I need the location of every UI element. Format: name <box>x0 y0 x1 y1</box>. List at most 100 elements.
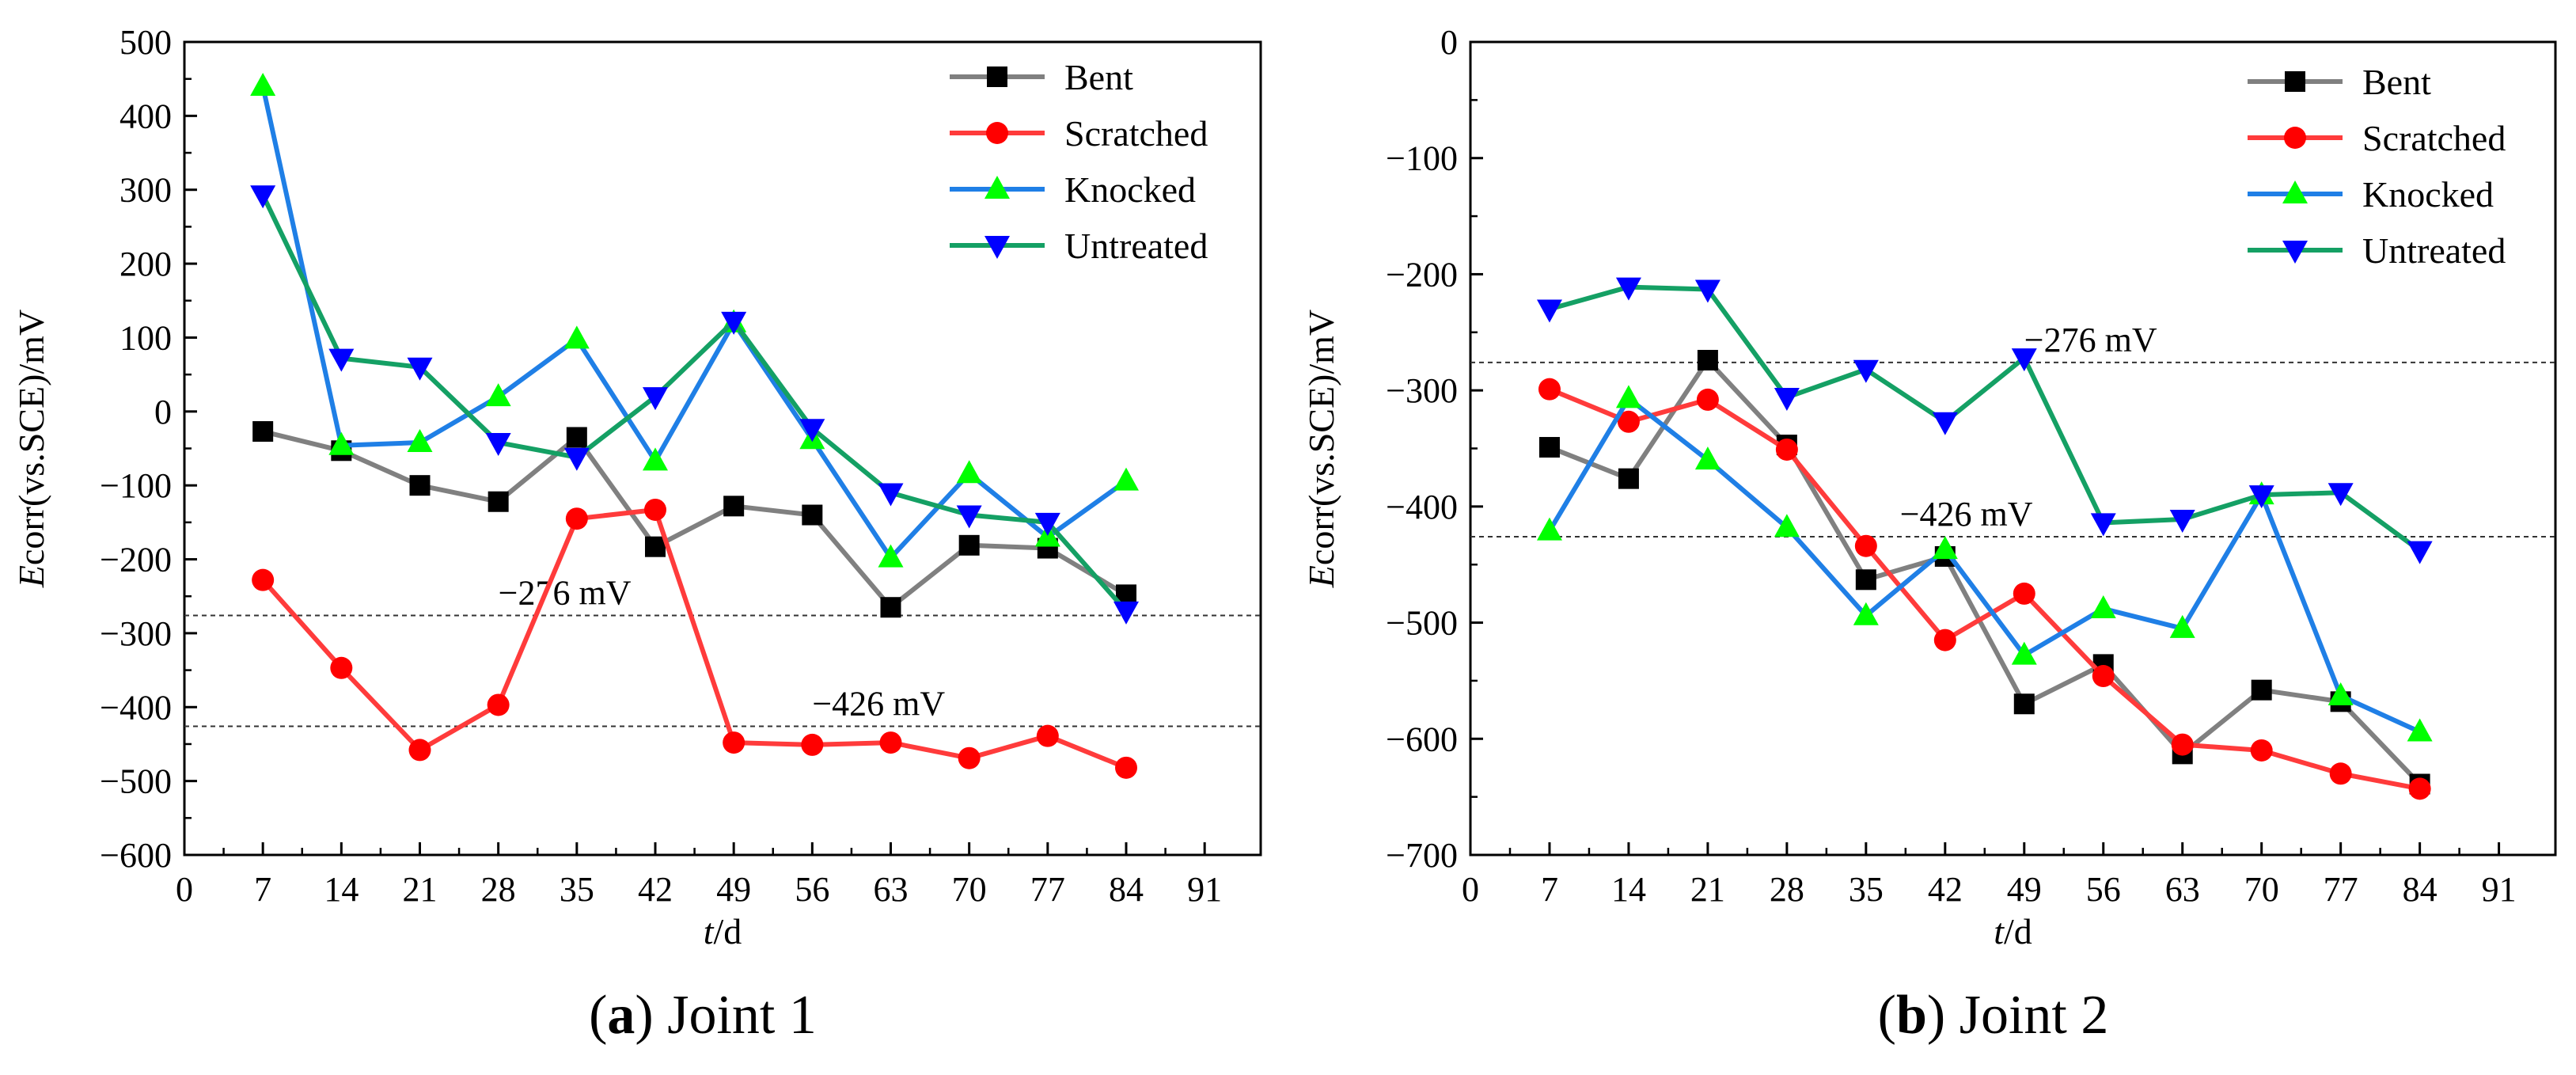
data-point <box>1853 359 1879 383</box>
y-tick-label: −700 <box>1386 836 1458 875</box>
x-tick-label: 21 <box>403 870 438 909</box>
caption-text: Joint 1 <box>667 985 817 1046</box>
data-point <box>2329 762 2352 785</box>
data-point <box>1538 437 1560 458</box>
reference-line-label: −426 mV <box>1900 495 2033 534</box>
data-point <box>1855 569 1876 591</box>
legend-item-scratched: Scratched <box>2248 118 2506 158</box>
data-point <box>1774 514 1800 538</box>
series-scratched <box>252 498 1137 779</box>
data-point <box>1853 602 1879 625</box>
y-tick-label: −600 <box>100 836 172 875</box>
data-point <box>563 325 590 349</box>
x-axis-title: t/d <box>1994 911 2032 952</box>
legend-item-untreated: Untreated <box>2248 230 2506 271</box>
series-scratched <box>1538 378 2431 800</box>
panel-caption: (b) Joint 2 <box>1878 985 2109 1046</box>
x-tick-label: 77 <box>1030 870 1065 909</box>
data-point <box>2250 739 2273 762</box>
x-tick-label: 0 <box>1462 870 1479 909</box>
legend-item-knocked: Knocked <box>950 169 1196 210</box>
data-point <box>643 387 668 411</box>
series-line <box>260 193 1129 613</box>
x-tick-label: 56 <box>2086 870 2121 909</box>
y-tick-label: −400 <box>100 688 172 727</box>
x-axis-title-rest: /d <box>714 911 742 952</box>
series-line <box>262 429 1128 610</box>
chart-panel-b: 0 7 14 21 28 35 42 49 56 63 70 77 84 91 −700 −600 −500 −4… <box>1301 23 2557 1046</box>
x-tick-label: 70 <box>2244 870 2279 909</box>
data-point <box>958 746 981 769</box>
data-point <box>1617 410 1640 433</box>
caption-text: Joint 2 <box>1960 985 2109 1046</box>
legend-marker <box>984 236 1010 259</box>
y-tick-label: −500 <box>1386 604 1458 643</box>
reference-line-label: −276 mV <box>499 574 632 613</box>
y-tick-label: 200 <box>120 245 172 283</box>
legend-marker <box>986 122 1008 144</box>
data-point <box>2328 682 2354 706</box>
caption-paren-open: ( <box>1878 985 1896 1046</box>
legend-marker <box>2284 127 2306 149</box>
data-point <box>1618 468 1639 489</box>
legend-item-bent: Bent <box>2248 62 2431 102</box>
legend-label: Scratched <box>2362 118 2506 158</box>
data-point <box>328 431 355 455</box>
data-point <box>409 475 431 496</box>
x-tick-label: 0 <box>176 870 193 909</box>
x-tick-label: 63 <box>874 870 909 909</box>
plot-frame <box>1469 40 2557 857</box>
data-point <box>250 73 276 97</box>
data-point <box>2092 665 2115 688</box>
caption-letter: a <box>607 985 635 1046</box>
series-line <box>1549 284 2422 553</box>
data-point <box>958 534 980 556</box>
data-point <box>2013 693 2035 715</box>
data-point <box>1115 756 1137 779</box>
legend-marker <box>2282 241 2308 264</box>
legend-marker <box>984 176 1010 199</box>
legend-item-knocked: Knocked <box>2248 174 2494 215</box>
x-tick-label: 77 <box>2324 870 2358 909</box>
data-point <box>2011 641 2037 665</box>
legend-marker <box>987 66 1007 87</box>
x-tick-label: 35 <box>560 870 594 909</box>
data-point <box>487 693 510 716</box>
data-point <box>1694 446 1720 470</box>
legend-label: Knocked <box>2362 174 2494 215</box>
legend-label: Knocked <box>1064 169 1196 210</box>
series-line <box>1548 357 2422 786</box>
data-point <box>2251 679 2272 701</box>
data-point <box>643 447 668 471</box>
data-point <box>1854 534 1877 557</box>
data-point <box>2090 513 2116 537</box>
x-axis-title-rest: /d <box>2004 911 2032 952</box>
legend-item-untreated: Untreated <box>950 226 1208 266</box>
y-tick-label: −300 <box>1386 371 1458 410</box>
x-tick-label: 28 <box>481 870 516 909</box>
series-bent <box>1538 349 2430 795</box>
data-point <box>2169 614 2195 638</box>
legend-item-bent: Bent <box>950 57 1133 97</box>
x-tick-label: 70 <box>952 870 987 909</box>
chart-panel-a: 0 7 14 21 28 35 42 49 56 63 70 77 84 91 −600 −500 −400 −3… <box>11 23 1262 1046</box>
data-point <box>644 498 666 521</box>
data-point <box>2248 485 2274 509</box>
data-point <box>2171 733 2194 756</box>
x-axis-title-italic: t <box>1994 911 2005 952</box>
data-point <box>1696 388 1719 411</box>
legend-marker <box>2285 71 2305 92</box>
x-axis-title-italic: t <box>704 911 715 952</box>
y-tick-label: 0 <box>154 393 172 431</box>
data-point <box>1774 387 1800 411</box>
data-point <box>2090 594 2116 618</box>
x-tick-label: 42 <box>1928 870 1963 909</box>
x-tick-label: 49 <box>716 870 751 909</box>
y-tick-label: 100 <box>120 318 172 357</box>
data-point <box>802 504 823 526</box>
caption-letter: b <box>1896 985 1927 1046</box>
x-tick-label: 84 <box>2403 870 2438 909</box>
data-point <box>2011 348 2037 372</box>
data-point <box>328 348 355 372</box>
data-point <box>408 739 431 762</box>
